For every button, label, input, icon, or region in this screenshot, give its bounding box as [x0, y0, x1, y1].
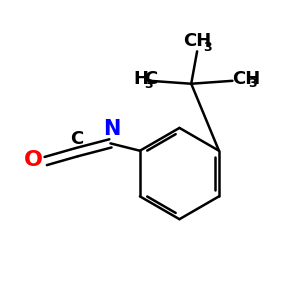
Text: CH: CH: [183, 32, 211, 50]
Text: 3: 3: [203, 41, 212, 54]
Text: C: C: [70, 130, 83, 148]
Text: CH: CH: [232, 70, 261, 88]
Text: H: H: [134, 70, 148, 88]
Text: N: N: [103, 119, 121, 139]
Text: O: O: [24, 150, 43, 169]
Text: C: C: [144, 70, 158, 88]
Text: 3: 3: [248, 77, 257, 90]
Text: 3: 3: [144, 78, 152, 91]
